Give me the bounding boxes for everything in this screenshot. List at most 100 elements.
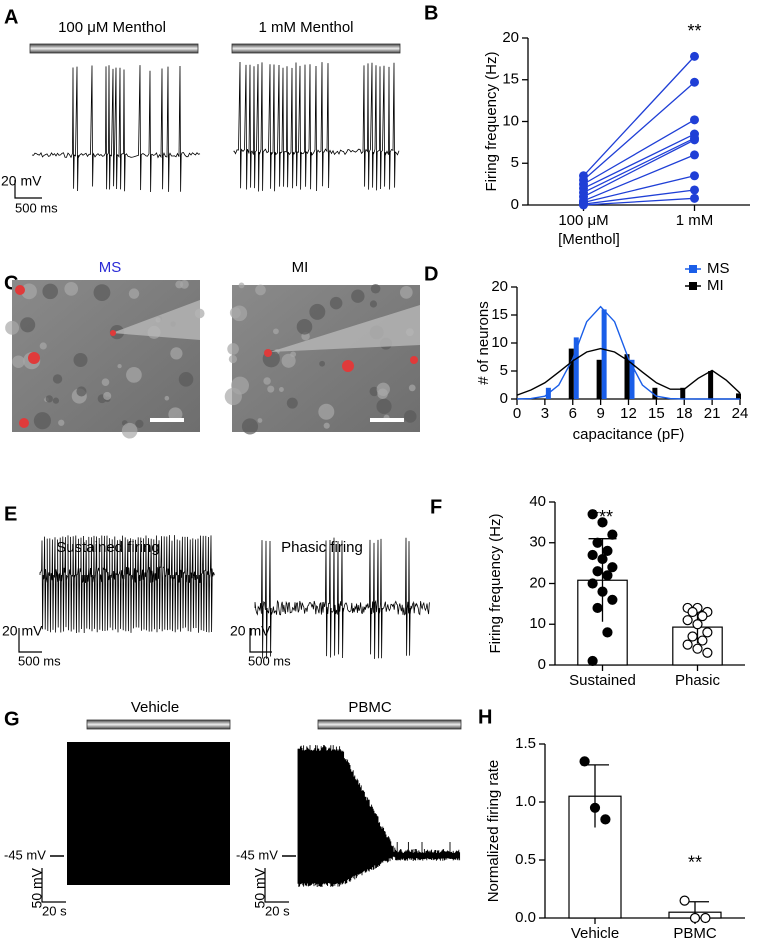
data-point: [597, 517, 608, 528]
data-point: [579, 200, 588, 210]
data-point: [597, 553, 608, 565]
drug-bar: [317, 719, 462, 730]
holding-label: -45 mV: [4, 847, 46, 862]
y-axis-label: Normalized firing rate: [485, 760, 502, 903]
labeled-neuron: [15, 285, 25, 295]
cell-debris: [286, 397, 298, 409]
x-tick-label: Phasic: [675, 672, 721, 689]
y-tick-label: 15: [502, 71, 519, 88]
fit-curve: [516, 347, 741, 396]
data-point: [592, 602, 603, 614]
drug-label: 100 μM Menthol: [58, 19, 166, 36]
cell-debris: [58, 419, 65, 426]
scale-label: 20 mV: [1, 173, 42, 189]
cell-debris: [12, 355, 25, 369]
cell-debris: [369, 300, 378, 308]
y-tick-label: 30: [529, 534, 546, 551]
y-tick-label: 0: [500, 390, 508, 407]
y-axis-label: Firing frequency (Hz): [483, 51, 500, 191]
data-point: [579, 756, 590, 767]
micrograph: [12, 280, 200, 432]
cell-debris: [329, 296, 343, 310]
data-point: [692, 643, 703, 654]
scale-bar: [150, 418, 184, 422]
data-point: [597, 586, 608, 597]
cell-debris: [351, 289, 365, 303]
panel-letter: H: [478, 706, 492, 728]
cell-debris: [281, 353, 296, 368]
data-point: [589, 802, 601, 813]
data-point: [702, 647, 713, 658]
cell-debris: [52, 374, 63, 384]
y-tick-label: 0.5: [515, 851, 536, 868]
scale-label: 50 mV: [29, 867, 45, 908]
cell-debris: [128, 288, 140, 299]
cell-debris: [309, 303, 326, 320]
data-point: [682, 639, 693, 650]
trace: [233, 61, 400, 192]
x-axis-label: [Menthol]: [558, 231, 620, 248]
labeled-neuron: [28, 352, 40, 364]
cell-debris: [241, 418, 259, 435]
cell-debris: [5, 320, 20, 335]
scale-bar: [18, 628, 42, 653]
cell-debris: [45, 395, 53, 403]
panel-letter: E: [4, 503, 17, 525]
drug-bar: [231, 43, 401, 54]
cell-debris: [170, 347, 183, 360]
data-point: [687, 631, 698, 642]
cell-debris: [42, 283, 58, 300]
scale-bar: [14, 180, 42, 199]
data-point: [689, 912, 701, 924]
cell-debris: [135, 419, 144, 429]
cell-debris: [117, 363, 122, 369]
data-point: [690, 185, 699, 195]
cell-debris: [273, 328, 279, 335]
legend-label: MS: [707, 260, 730, 277]
cell-debris: [255, 284, 266, 296]
data-point: [702, 627, 713, 638]
data-point: [690, 77, 699, 87]
pipette: [112, 300, 200, 340]
significance: ***: [592, 507, 613, 527]
y-tick-label: 10: [491, 334, 508, 351]
x-tick-label: 18: [676, 405, 693, 422]
x-tick-label: 9: [596, 405, 604, 422]
data-point: [592, 537, 603, 548]
cell-debris: [93, 284, 111, 301]
trace: [297, 745, 461, 887]
cell-debris: [175, 280, 184, 289]
data-point: [697, 610, 708, 622]
pair-line: [583, 175, 695, 204]
cell-debris: [168, 407, 183, 422]
cell-debris: [33, 412, 51, 430]
y-tick-label: 20: [529, 574, 546, 591]
image-label: MS: [99, 259, 122, 276]
x-tick-label: Sustained: [569, 672, 636, 689]
cell-debris: [121, 422, 138, 439]
drug-label: PBMC: [348, 699, 392, 716]
cell-debris: [376, 398, 392, 414]
trace: [39, 535, 215, 634]
cell-debris: [404, 410, 417, 423]
panel-letter: D: [424, 263, 438, 285]
cell-debris: [52, 397, 60, 404]
labeled-neuron: [110, 330, 116, 336]
cell-debris: [164, 395, 170, 401]
bar: [624, 354, 630, 399]
cell-debris: [257, 418, 263, 423]
cell-debris: [399, 286, 413, 299]
cell-debris: [377, 388, 388, 400]
cell-debris: [318, 403, 335, 420]
cell-debris: [238, 282, 245, 289]
data-point: [607, 562, 618, 573]
scale-label: 500 ms: [18, 653, 61, 668]
pair-line: [583, 139, 695, 198]
cell-debris: [64, 281, 79, 296]
data-point: [697, 635, 708, 646]
y-tick-label: 0.0: [515, 909, 536, 926]
pair-line: [583, 197, 695, 206]
bar: [680, 387, 686, 399]
pair-line: [583, 81, 695, 181]
scale-bar: [249, 628, 272, 653]
